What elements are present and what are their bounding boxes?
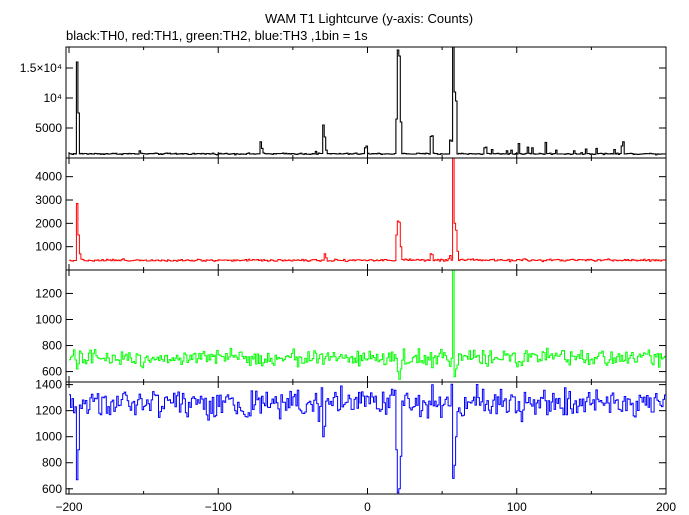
panel-frame xyxy=(65,157,667,271)
y-tick-label: 2000 xyxy=(35,216,62,230)
x-tick-label: −200 xyxy=(55,500,82,514)
x-axis-labels: −200 −100 0 100 200 xyxy=(55,500,676,514)
series-line-th1 xyxy=(69,157,666,263)
y-tick-label: 4000 xyxy=(35,170,62,184)
y-tick-label: 3000 xyxy=(35,193,62,207)
series-line-th0 xyxy=(69,46,666,156)
y-tick-label: 1200 xyxy=(35,286,62,300)
series-line-th2 xyxy=(69,269,666,380)
y-tick-label: 1000 xyxy=(35,430,62,444)
panel-frame xyxy=(65,46,667,159)
y-tick-label: 1000 xyxy=(35,240,62,254)
y-tick-label: 1.5×10⁴ xyxy=(20,61,62,75)
y-tick-label: 800 xyxy=(42,456,62,470)
x-tick-label: 200 xyxy=(656,500,676,514)
x-tick-label: 0 xyxy=(364,500,371,514)
y-tick-label: 600 xyxy=(42,482,62,496)
y-tick-label: 600 xyxy=(42,365,62,379)
panel-frame xyxy=(65,269,667,383)
panel-frame xyxy=(65,381,667,495)
y-tick-label: 1000 xyxy=(35,312,62,326)
chart-subtitle: black:TH0, red:TH1, green:TH2, blue:TH3 … xyxy=(66,28,368,43)
series-line-th3 xyxy=(69,383,666,494)
y-tick-label: 5000 xyxy=(35,121,62,135)
y-tick-label: 1400 xyxy=(35,378,62,392)
panel-stack: 5000 10⁴ 1.5×10⁴ 1000 2000 3000 4000 600 800 1000… xyxy=(20,46,667,496)
x-tick-label: −100 xyxy=(205,500,232,514)
y-tick-label: 10⁴ xyxy=(43,91,62,105)
panel-th1: 1000 2000 3000 4000 xyxy=(35,157,667,271)
panel-th2: 600 800 1000 1200 xyxy=(35,269,667,383)
panel-th0: 5000 10⁴ 1.5×10⁴ xyxy=(20,46,667,159)
y-tick-label: 800 xyxy=(42,339,62,353)
panel-th3: 600 800 1000 1200 1400 xyxy=(35,378,667,496)
x-tick-label: 100 xyxy=(507,500,527,514)
chart-title: WAM T1 Lightcurve (y-axis: Counts) xyxy=(265,11,473,26)
y-tick-label: 1200 xyxy=(35,404,62,418)
